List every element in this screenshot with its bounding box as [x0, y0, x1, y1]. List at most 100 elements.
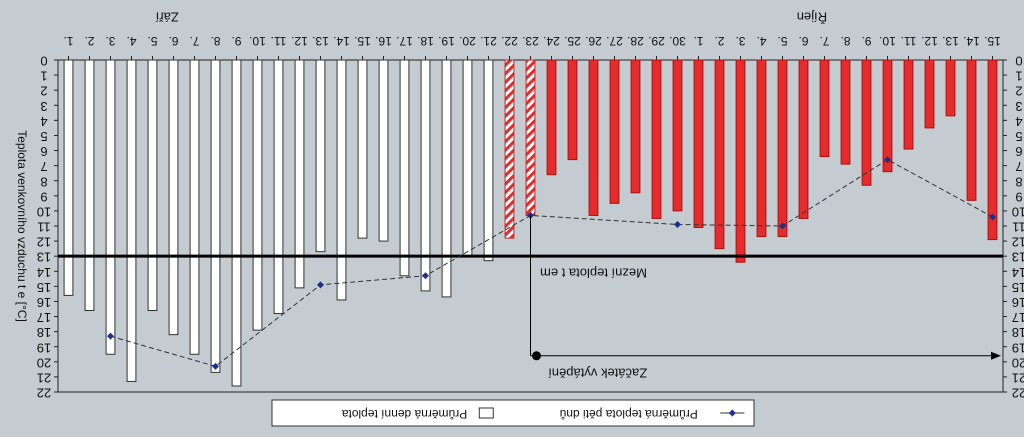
x-tick-label: 20. — [459, 34, 476, 48]
x-tick-label: 21. — [480, 34, 497, 48]
y-tick-label-left: 0 — [40, 54, 47, 69]
bar — [252, 59, 263, 331]
y-tick-label-right: 12 — [1012, 235, 1024, 250]
bar — [672, 59, 683, 212]
y-tick-label-right: 19 — [1012, 340, 1024, 355]
y-tick-label-right: 9 — [1015, 189, 1022, 204]
x-tick-label: 4. — [756, 34, 766, 48]
bar — [378, 59, 389, 242]
y-tick-label-right: 7 — [1015, 159, 1022, 174]
y-tick-label-right: 15 — [1012, 280, 1024, 295]
x-tick-label: 14. — [963, 34, 980, 48]
y-tick-label-left: 4 — [40, 114, 47, 129]
y-tick-label-left: 22 — [37, 386, 51, 401]
y-tick-label-right: 10 — [1012, 204, 1024, 219]
y-tick-label-left: 3 — [40, 99, 47, 114]
x-tick-label: 13. — [312, 34, 329, 48]
y-tick-label-right: 11 — [1012, 220, 1024, 235]
y-tick-label-left: 8 — [40, 174, 47, 189]
y-tick-label-left: 11 — [37, 220, 51, 235]
five-day-average-marker — [884, 156, 891, 164]
bar — [735, 59, 746, 263]
y-tick-label-left: 12 — [37, 235, 51, 250]
y-tick-label-right: 14 — [1012, 265, 1024, 280]
legend-label-daily: Průměrná denní teplota — [341, 407, 467, 421]
bar — [546, 59, 557, 176]
x-tick-label: 8. — [210, 34, 220, 48]
heating-start-label: Začátek vytápění — [548, 365, 647, 380]
x-tick-label: 27. — [606, 34, 623, 48]
bar — [714, 59, 725, 250]
y-tick-label-left: 17 — [37, 310, 51, 325]
five-day-average-marker — [107, 332, 114, 340]
bar — [987, 59, 998, 241]
x-tick-label: 12. — [291, 34, 308, 48]
y-tick-label-right: 0 — [1015, 54, 1022, 69]
y-tick-label-left: 20 — [37, 355, 51, 370]
y-tick-label-left: 19 — [37, 340, 51, 355]
x-tick-label: 25. — [564, 34, 581, 48]
bar — [882, 59, 893, 173]
y-tick-label-right: 8 — [1015, 174, 1022, 189]
five-day-average-marker — [317, 281, 324, 289]
five-day-average-marker — [779, 222, 786, 230]
y-tick-label-right: 5 — [1015, 129, 1022, 144]
x-tick-label: 7. — [819, 34, 829, 48]
y-tick-label-left: 9 — [40, 189, 47, 204]
y-tick-label-left: 14 — [37, 265, 51, 280]
bar — [609, 59, 620, 204]
bar — [126, 59, 137, 382]
x-tick-label: 1. — [63, 34, 73, 48]
legend-label-five-day: Průměrná teplota pěti dnů — [560, 407, 698, 421]
bar — [861, 59, 872, 186]
bar — [798, 59, 809, 219]
y-tick-label-right: 16 — [1012, 295, 1024, 310]
x-tick-label: 15. — [984, 34, 1001, 48]
five-day-average-marker — [674, 220, 681, 228]
legend-swatch-daily — [478, 407, 494, 419]
y-tick-label-right: 21 — [1012, 370, 1024, 385]
month-label: Říjen — [797, 10, 827, 25]
bar — [483, 59, 494, 262]
x-tick-label: 9. — [231, 34, 241, 48]
x-tick-label: 16. — [375, 34, 392, 48]
bar — [336, 59, 347, 301]
bar — [777, 59, 788, 238]
legend-box — [271, 399, 755, 427]
y-axis-title: Teplota venkovního vzduchu t e [°C] — [15, 130, 29, 322]
bar — [231, 59, 242, 387]
bar — [630, 59, 641, 194]
month-label: Září — [155, 10, 179, 25]
legend-swatch-five-day-marker — [728, 409, 736, 417]
bar — [399, 59, 410, 277]
bar — [210, 59, 221, 373]
five-day-average-marker — [422, 272, 429, 280]
x-tick-label: 9. — [861, 34, 871, 48]
y-tick-label-left: 2 — [40, 84, 47, 99]
bar — [525, 59, 536, 216]
bar — [294, 59, 305, 289]
bar — [756, 59, 767, 238]
x-tick-label: 5. — [147, 34, 157, 48]
x-tick-label: 19. — [438, 34, 455, 48]
x-tick-label: 11. — [901, 34, 917, 48]
y-tick-label-right: 20 — [1012, 355, 1024, 370]
bar — [315, 59, 326, 253]
y-tick-label-right: 4 — [1015, 114, 1022, 129]
x-tick-label: 26. — [585, 34, 602, 48]
x-tick-label: 18. — [417, 34, 434, 48]
bar — [420, 59, 431, 292]
bar — [588, 59, 599, 216]
x-tick-label: 29. — [648, 34, 665, 48]
x-tick-label: 10. — [249, 34, 266, 48]
x-tick-label: 6. — [798, 34, 808, 48]
x-tick-label: 11. — [271, 34, 287, 48]
y-tick-label-left: 16 — [37, 295, 51, 310]
x-tick-label: 3. — [735, 34, 745, 48]
bar — [273, 59, 284, 315]
y-tick-label-left: 18 — [37, 325, 51, 340]
bar — [819, 59, 830, 158]
x-tick-label: 12. — [921, 34, 938, 48]
